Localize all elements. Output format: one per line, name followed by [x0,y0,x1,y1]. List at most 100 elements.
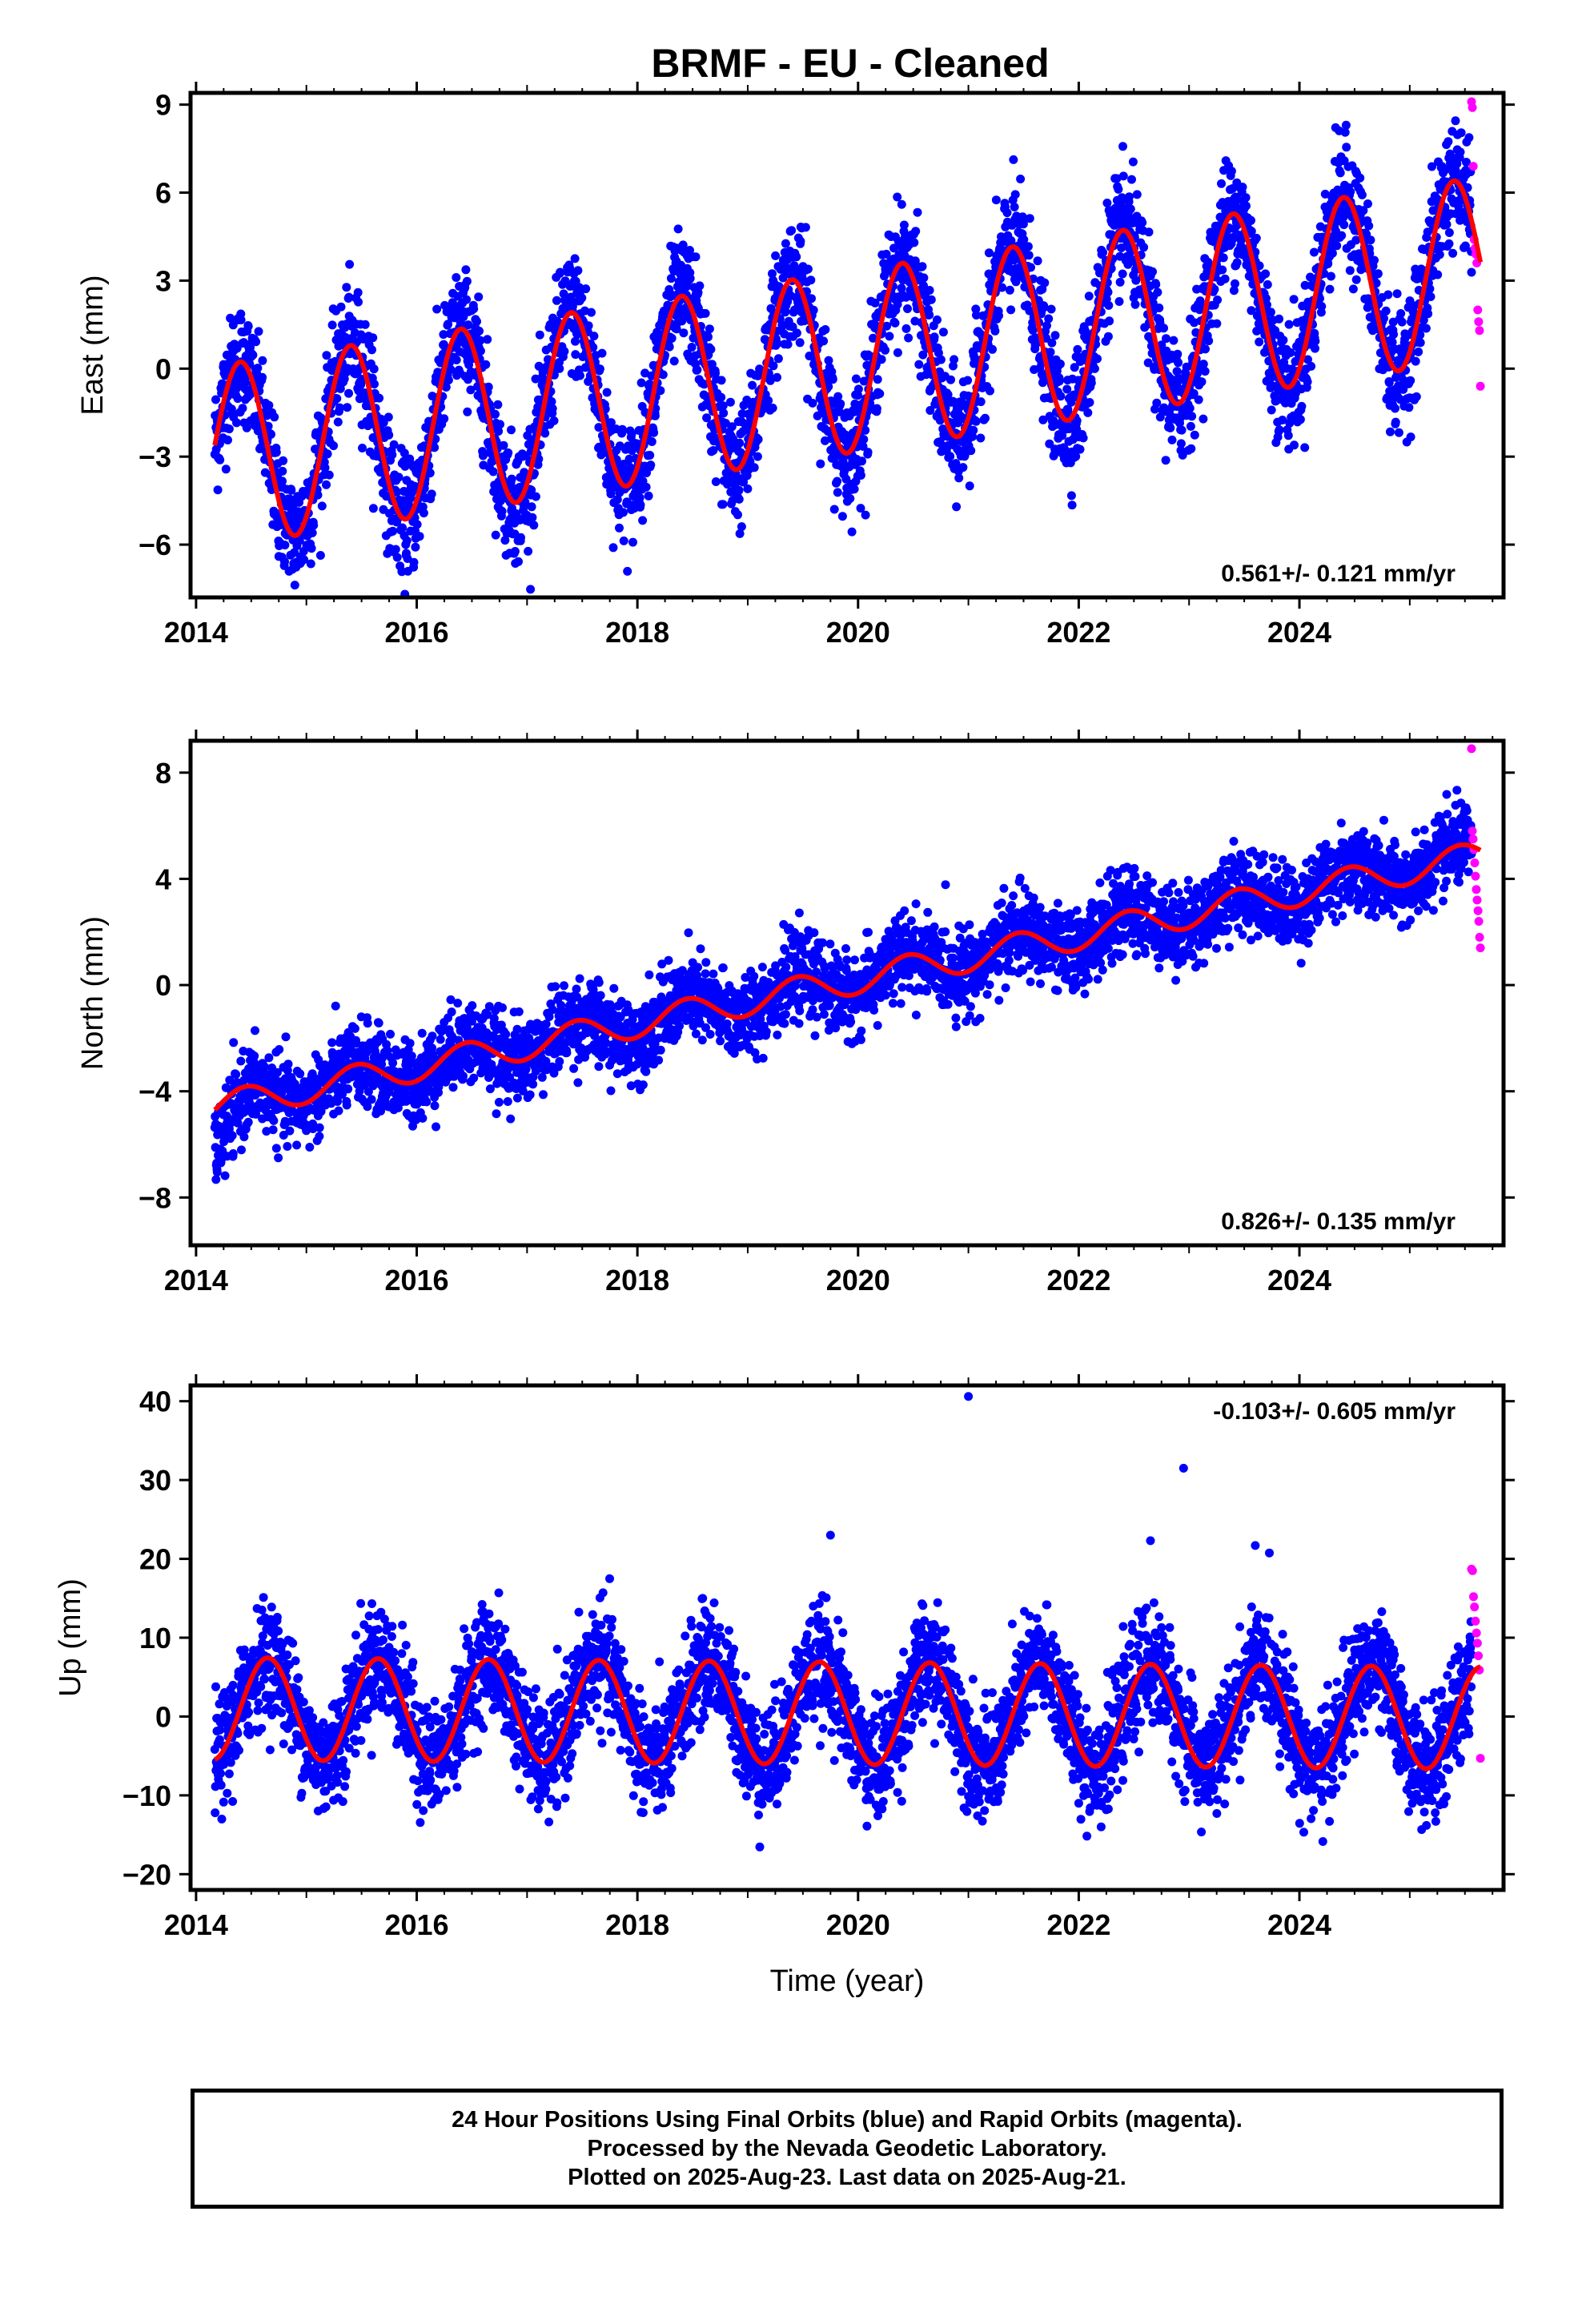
east-final-orbit-point [375,393,384,403]
east-final-orbit-point [1102,199,1112,207]
east-final-orbit-point [837,512,847,521]
east-final-orbit-point [1335,168,1345,178]
east-final-orbit-point [743,484,753,493]
east-final-orbit-point [1339,220,1349,230]
east-final-orbit-point [836,399,845,408]
east-final-orbit-point [1103,287,1113,297]
north-final-orbit-point [305,1143,315,1152]
east-final-orbit-point [595,364,604,374]
east-final-orbit-point [717,392,726,402]
east-x-tick-label: 2018 [605,616,669,649]
north-final-orbit-point [418,1113,428,1123]
east-final-orbit-point [1085,398,1094,407]
east-final-orbit-point [994,311,1003,320]
east-final-orbit-point [926,295,936,304]
east-final-orbit-point [1309,247,1319,257]
north-final-orbit-point [236,1056,246,1066]
east-final-orbit-point [787,226,797,235]
east-final-orbit-point [483,335,492,344]
east-final-orbit-point [1435,250,1444,259]
east-final-orbit-point [1125,192,1134,202]
north-final-orbit-point [363,1019,372,1028]
east-final-orbit-point [322,351,331,360]
east-final-orbit-point [718,500,728,509]
east-final-orbit-point [1005,285,1014,295]
east-final-orbit-point [816,459,825,468]
east-final-orbit-point [792,252,801,262]
east-final-orbit-point [1220,274,1230,283]
east-final-orbit-point [667,333,677,343]
north-final-orbit-point [275,1045,284,1054]
east-final-orbit-point [1351,275,1361,284]
east-final-orbit-point [1010,203,1019,211]
east-final-orbit-point [1386,427,1395,436]
east-final-orbit-point [986,386,994,396]
east-final-orbit-point [1104,300,1114,310]
east-final-orbit-point [1200,367,1210,376]
east-final-orbit-point [704,332,713,342]
east-final-orbit-point [1118,142,1127,151]
north-final-orbit-point [239,1132,249,1142]
east-final-orbit-point [1423,309,1433,319]
east-final-orbit-point [1341,120,1351,130]
east-final-orbit-point [589,332,599,341]
east-final-orbit-point [990,326,1000,336]
north-final-orbit-point [283,1142,292,1151]
east-final-orbit-point [476,346,485,356]
east-final-orbit-point [419,509,428,518]
east-final-orbit-point [507,474,516,484]
east-final-orbit-point [711,477,721,486]
east-final-orbit-point [1055,360,1065,368]
east-final-orbit-point [1152,398,1162,408]
east-final-orbit-point [339,374,349,384]
east-final-orbit-point [1247,215,1255,225]
east-final-orbit-point [290,548,299,557]
east-final-orbit-point [248,350,258,360]
east-final-orbit-point [1451,116,1460,126]
east-final-orbit-point [988,344,997,354]
east-final-orbit-point [764,396,773,405]
east-final-orbit-point [1073,344,1082,354]
east-final-orbit-point [1411,356,1420,366]
east-final-orbit-point [597,348,607,358]
east-final-orbit-point [773,354,783,364]
east-final-orbit-point [1212,319,1222,328]
east-final-orbit-point [1238,183,1247,192]
north-final-orbit-point [350,1023,359,1033]
east-final-orbit-point [223,436,232,444]
east-final-orbit-point [833,476,842,486]
east-final-orbit-point [1297,401,1307,411]
east-final-orbit-point [1383,290,1393,300]
east-final-orbit-point [647,437,656,446]
east-final-orbit-point [873,375,882,384]
east-final-orbit-point [432,304,442,314]
east-final-orbit-point [1426,292,1435,301]
east-final-orbit-point [267,429,275,439]
east-final-orbit-point [1263,279,1272,289]
east-final-orbit-point [687,343,697,352]
east-final-orbit-point [1130,300,1140,309]
east-final-orbit-point [1267,405,1276,415]
east-final-orbit-point [236,316,246,324]
east-final-orbit-point [253,364,263,373]
east-rapid-orbit-point [1468,103,1477,112]
east-points [210,97,1485,599]
east-final-orbit-point [1464,133,1474,143]
east-final-orbit-point [946,375,955,384]
east-final-orbit-point [950,355,959,364]
east-final-orbit-point [623,566,632,576]
east-final-orbit-point [549,416,559,425]
east-rapid-orbit-point [1475,326,1484,336]
east-final-orbit-point [769,361,778,371]
east-final-orbit-point [1132,190,1142,199]
east-final-orbit-point [1187,412,1197,421]
east-final-orbit-point [806,275,816,285]
north-final-orbit-point [269,1116,279,1125]
east-final-orbit-point [1025,214,1034,223]
east-final-orbit-point [1227,167,1236,176]
east-final-orbit-point [576,371,584,380]
east-final-orbit-point [1373,269,1383,279]
east-final-orbit-point [507,425,516,435]
north-final-orbit-point [417,1028,427,1038]
